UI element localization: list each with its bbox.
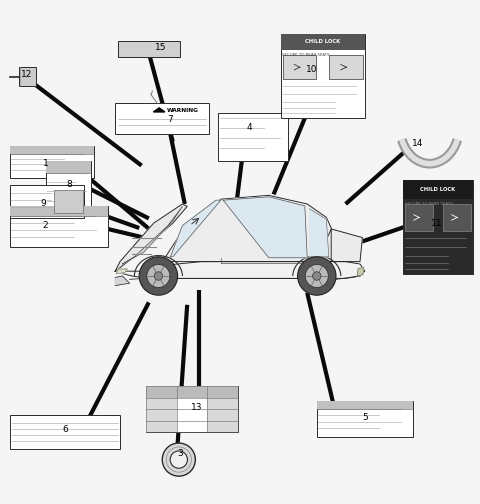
Text: 1: 1	[43, 159, 48, 168]
Bar	[281, 34, 365, 117]
Text: SECURE TO REAR SEATS: SECURE TO REAR SEATS	[282, 53, 330, 57]
Circle shape	[305, 265, 328, 287]
Bar	[146, 409, 177, 421]
Text: 3: 3	[177, 449, 183, 458]
Text: 9: 9	[40, 200, 46, 209]
Bar	[10, 185, 84, 218]
Bar	[207, 421, 238, 432]
Circle shape	[312, 272, 321, 280]
Bar	[177, 398, 207, 409]
Bar	[115, 103, 209, 135]
Polygon shape	[115, 204, 187, 271]
Text: 4: 4	[247, 122, 252, 132]
Bar	[405, 204, 433, 230]
Bar	[54, 190, 83, 213]
Polygon shape	[357, 267, 364, 276]
Polygon shape	[317, 229, 362, 262]
Text: 5: 5	[362, 413, 368, 422]
Text: 14: 14	[412, 140, 423, 149]
Polygon shape	[170, 200, 221, 257]
Bar	[283, 55, 316, 79]
Circle shape	[162, 443, 195, 476]
Text: 8: 8	[67, 180, 72, 190]
Bar	[46, 161, 91, 173]
Text: CHILD LOCK: CHILD LOCK	[305, 39, 340, 44]
Text: 7: 7	[168, 115, 173, 124]
Bar	[146, 387, 238, 398]
Bar	[118, 41, 180, 56]
Bar	[177, 409, 207, 421]
Bar	[218, 113, 288, 161]
Bar	[19, 67, 36, 86]
Text: WARNING: WARNING	[167, 107, 199, 112]
Bar	[146, 421, 177, 432]
Bar	[10, 207, 108, 247]
Text: 2: 2	[43, 221, 48, 230]
Text: SECURE TO REAR SEATS: SECURE TO REAR SEATS	[405, 202, 452, 206]
Polygon shape	[154, 108, 165, 112]
Bar	[317, 401, 413, 409]
Polygon shape	[117, 269, 127, 274]
Bar	[317, 401, 413, 437]
Bar	[10, 146, 94, 154]
Bar	[207, 398, 238, 409]
Text: 13: 13	[191, 404, 203, 412]
Polygon shape	[223, 197, 307, 258]
Bar	[443, 204, 471, 230]
Text: 6: 6	[62, 425, 68, 434]
Bar	[403, 180, 473, 199]
Text: 10: 10	[306, 65, 318, 74]
Text: 15: 15	[155, 43, 167, 52]
Bar	[10, 415, 120, 449]
Bar	[177, 421, 207, 432]
Circle shape	[154, 272, 163, 280]
Bar	[403, 180, 473, 274]
Bar	[46, 161, 91, 214]
Circle shape	[147, 265, 170, 287]
Polygon shape	[310, 209, 329, 257]
Bar	[146, 398, 177, 409]
Text: 11: 11	[431, 219, 443, 228]
Text: CHILD LOCK: CHILD LOCK	[420, 187, 456, 192]
Bar	[207, 409, 238, 421]
Polygon shape	[115, 276, 130, 286]
Polygon shape	[158, 196, 331, 262]
Bar	[10, 207, 108, 216]
Bar	[10, 146, 94, 177]
Text: 12: 12	[21, 70, 32, 79]
Polygon shape	[122, 207, 182, 264]
Circle shape	[298, 257, 336, 295]
Circle shape	[170, 451, 187, 468]
Bar	[146, 387, 238, 432]
Polygon shape	[115, 262, 365, 278]
Circle shape	[139, 257, 178, 295]
Bar	[329, 55, 363, 79]
Bar	[281, 34, 365, 50]
